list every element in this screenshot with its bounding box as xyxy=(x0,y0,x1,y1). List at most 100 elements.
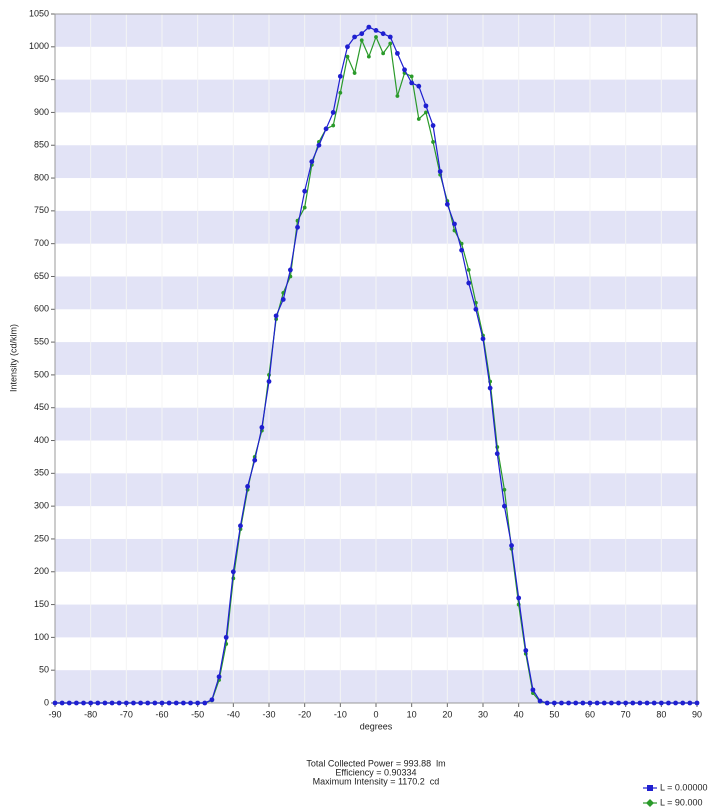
data-point xyxy=(616,700,621,706)
data-point xyxy=(651,700,657,706)
data-point xyxy=(381,51,386,56)
data-point xyxy=(502,503,507,509)
data-point xyxy=(288,267,293,273)
data-point xyxy=(102,700,108,706)
data-point xyxy=(452,221,457,227)
legend-label: L = 0.00000 xyxy=(660,782,707,792)
y-axis-label: Intensity (cd/klm) xyxy=(8,324,18,392)
x-tick-label: 60 xyxy=(585,709,595,719)
data-point xyxy=(259,425,265,430)
data-point xyxy=(59,700,65,706)
data-point xyxy=(630,700,636,706)
data-point xyxy=(523,648,529,653)
x-tick-label: 0 xyxy=(373,709,378,719)
legend-label: L = 90.000 xyxy=(660,797,702,807)
data-point xyxy=(601,700,607,706)
data-point xyxy=(395,94,400,98)
data-point xyxy=(109,700,115,706)
data-point xyxy=(424,110,428,115)
x-tick-label: 20 xyxy=(442,709,452,719)
data-point xyxy=(544,700,550,706)
y-tick-label: 800 xyxy=(34,172,49,182)
data-point xyxy=(431,140,435,144)
data-point xyxy=(195,700,201,706)
data-point xyxy=(623,700,629,706)
data-point xyxy=(337,73,343,79)
data-point xyxy=(466,268,471,272)
y-tick-label: 500 xyxy=(34,369,49,379)
data-point xyxy=(338,90,343,95)
data-point xyxy=(166,700,172,706)
y-tick-label: 400 xyxy=(34,435,49,445)
data-point xyxy=(388,41,393,46)
data-point xyxy=(95,700,101,706)
data-point xyxy=(245,484,251,489)
y-tick-label: 150 xyxy=(34,599,49,609)
y-tick-label: 700 xyxy=(34,238,49,248)
x-axis-label: degrees xyxy=(360,721,393,731)
data-point xyxy=(359,38,364,43)
data-point xyxy=(437,169,443,174)
data-point xyxy=(323,126,329,132)
data-point xyxy=(409,80,415,86)
data-point xyxy=(609,700,614,706)
y-tick-label: 350 xyxy=(34,468,49,478)
data-point xyxy=(131,700,136,706)
data-point xyxy=(159,700,165,706)
data-point xyxy=(416,83,422,89)
data-point xyxy=(216,674,222,680)
data-point xyxy=(487,385,493,391)
data-point xyxy=(459,247,464,253)
y-tick-label: 50 xyxy=(39,665,49,675)
x-tick-label: 10 xyxy=(407,709,417,719)
data-point xyxy=(423,103,429,109)
data-point xyxy=(152,700,158,706)
y-tick-label: 1000 xyxy=(29,41,49,51)
data-point xyxy=(637,700,643,706)
data-point xyxy=(295,224,300,230)
legend-marker xyxy=(647,785,653,791)
data-point xyxy=(516,595,522,601)
x-tick-label: -50 xyxy=(191,709,204,719)
y-tick-label: 1050 xyxy=(29,8,49,18)
data-point xyxy=(202,700,208,706)
data-point xyxy=(330,110,336,115)
x-tick-label: 90 xyxy=(692,709,702,719)
plot-border xyxy=(54,13,698,704)
data-point xyxy=(537,698,543,704)
data-point xyxy=(266,379,272,384)
footer-text: Total Collected Power = 993.88 lm xyxy=(306,758,445,768)
data-point xyxy=(644,700,650,706)
data-point xyxy=(230,569,236,575)
data-point xyxy=(366,54,371,59)
data-point xyxy=(694,700,700,706)
y-tick-label: 300 xyxy=(34,501,49,511)
y-tick-label: 0 xyxy=(44,697,49,707)
x-tick-label: -40 xyxy=(227,709,240,719)
data-point xyxy=(466,280,472,286)
y-tick-label: 100 xyxy=(34,632,49,642)
data-point xyxy=(352,34,357,40)
data-point xyxy=(173,700,179,706)
data-point xyxy=(530,687,536,693)
data-point xyxy=(366,24,372,30)
legend-marker xyxy=(646,799,654,807)
data-point xyxy=(74,700,79,706)
y-tick-label: 250 xyxy=(34,533,49,543)
y-tick-label: 750 xyxy=(34,205,49,215)
data-point xyxy=(223,634,229,640)
data-point xyxy=(680,700,686,706)
y-tick-label: 650 xyxy=(34,271,49,281)
data-point xyxy=(280,297,286,302)
data-point xyxy=(345,54,350,59)
x-tick-label: 40 xyxy=(514,709,524,719)
footer-text: Maximum Intensity = 1170.2 cd xyxy=(313,776,440,786)
y-tick-label: 950 xyxy=(34,74,49,84)
y-tick-label: 600 xyxy=(34,304,49,314)
data-point xyxy=(594,700,600,706)
data-point xyxy=(138,700,144,706)
data-point xyxy=(238,523,243,529)
data-point xyxy=(430,123,436,128)
y-tick-label: 450 xyxy=(34,402,49,412)
